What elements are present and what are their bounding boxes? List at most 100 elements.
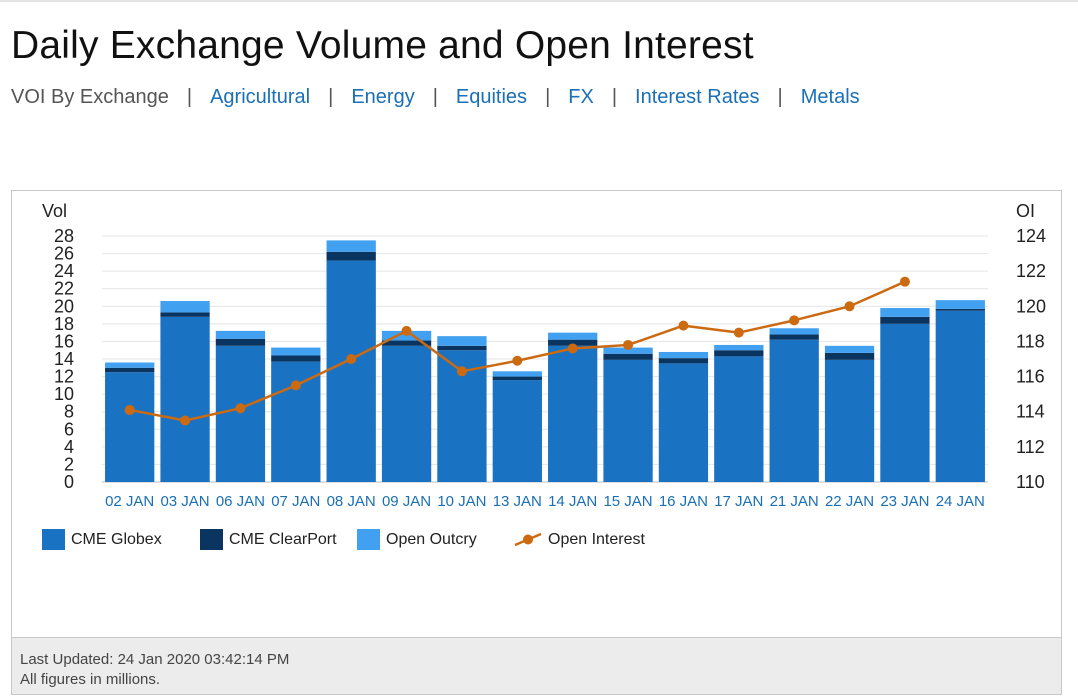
bar-open-outcry <box>548 332 598 340</box>
nav-link-metals[interactable]: Metals <box>800 86 860 108</box>
legend-item-open-interest[interactable]: Open Interest <box>514 529 645 550</box>
nav-separator: | <box>186 86 193 108</box>
bar-cme-clearport <box>714 350 764 357</box>
bar-cme-clearport <box>492 376 542 381</box>
x-tick-label: 14 JAN <box>548 493 597 510</box>
y-right-tick-label: 122 <box>1016 261 1046 281</box>
bar-cme-clearport <box>769 334 819 340</box>
nav-link-fx[interactable]: FX <box>568 86 594 108</box>
x-tick-label: 10 JAN <box>437 493 486 510</box>
bar-cme-clearport <box>935 308 985 311</box>
y-left-tick-label: 16 <box>54 331 74 351</box>
legend-item-cme-globex[interactable]: CME Globex <box>42 529 162 550</box>
legend-swatch-open-interest <box>514 532 542 547</box>
legend-label-cme-clearport: CME ClearPort <box>229 530 337 548</box>
x-tick-label: 09 JAN <box>382 493 431 510</box>
nav-link-interest-rates[interactable]: Interest Rates <box>635 86 760 108</box>
bar-cme-globex <box>215 345 266 482</box>
x-tick-label: 06 JAN <box>216 493 265 510</box>
open-interest-point <box>678 320 689 331</box>
top-rule <box>0 0 1078 2</box>
bar-cme-clearport <box>824 352 875 360</box>
open-interest-point <box>401 325 412 336</box>
open-interest-point <box>456 366 467 377</box>
bar-cme-globex <box>603 359 653 482</box>
y-right-axis-label: OI <box>1016 201 1035 221</box>
y-right-tick-label: 124 <box>1016 226 1046 246</box>
x-tick-label: 17 JAN <box>714 493 763 510</box>
legend-label-open-outcry: Open Outcry <box>386 530 477 548</box>
y-left-tick-label: 10 <box>54 384 74 404</box>
x-tick-label: 02 JAN <box>105 493 154 510</box>
open-interest-point <box>180 415 191 426</box>
x-tick-label: 24 JAN <box>936 493 985 510</box>
y-left-tick-label: 6 <box>64 419 74 439</box>
x-tick-label: 13 JAN <box>493 493 542 510</box>
y-right-tick-label: 114 <box>1016 402 1045 422</box>
bar-cme-clearport <box>271 355 321 362</box>
units-note: All figures in millions. <box>20 671 161 688</box>
bar-cme-clearport <box>381 340 432 346</box>
legend-label-open-interest: Open Interest <box>548 530 645 548</box>
chart-panel: 0 2 4 6 8 10 12 14 16 18 20 22 24 26 28 Vol 110 112 114 116… <box>11 190 1062 695</box>
open-interest-point <box>844 301 855 312</box>
open-interest-point <box>512 355 523 366</box>
nav-link-agricultural[interactable]: Agricultural <box>210 86 311 108</box>
y-right-tick-label: 112 <box>1016 437 1045 457</box>
bar-cme-globex <box>326 260 376 482</box>
x-tick-label: 22 JAN <box>825 493 874 510</box>
legend-item-open-outcry[interactable]: Open Outcry <box>357 529 477 550</box>
nav-link-equities[interactable]: Equities <box>455 86 528 108</box>
bar-cme-clearport <box>160 312 210 317</box>
bar-cme-globex <box>880 323 930 482</box>
x-tick-label: 03 JAN <box>160 493 209 510</box>
bar-cme-clearport <box>437 345 487 351</box>
bar-open-outcry <box>437 336 487 346</box>
y-left-tick-label: 22 <box>54 279 74 299</box>
bar-cme-clearport <box>105 367 155 373</box>
open-interest-point <box>124 404 135 415</box>
bar-cme-globex <box>492 380 542 482</box>
bar-open-outcry <box>215 330 266 339</box>
bar-cme-globex <box>160 316 210 482</box>
y-left-axis-label: Vol <box>42 201 67 221</box>
legend-label-cme-globex: CME Globex <box>71 530 162 548</box>
y-left-tick-label: 4 <box>64 437 74 457</box>
bar-open-outcry <box>824 345 875 353</box>
y-left-tick-label: 24 <box>54 261 74 281</box>
nav-separator: | <box>432 86 438 108</box>
legend-swatch-cme-clearport <box>200 529 223 550</box>
y-left-tick-label: 12 <box>54 367 74 387</box>
open-interest-point <box>290 380 301 391</box>
open-interest-point <box>789 315 800 326</box>
nav-separator: | <box>545 86 551 108</box>
y-left-tick-label: 20 <box>54 296 74 316</box>
bar-open-outcry <box>769 328 819 335</box>
x-tick-label: 21 JAN <box>770 493 819 510</box>
y-left-tick-label: 2 <box>64 454 74 474</box>
y-left-tick-label: 0 <box>64 472 74 492</box>
open-interest-point <box>567 343 578 354</box>
open-interest-point <box>733 327 744 338</box>
legend-swatch-open-outcry <box>357 529 380 550</box>
y-right-tick-label: 116 <box>1016 367 1045 387</box>
x-tick-label: 23 JAN <box>880 493 929 510</box>
bar-open-outcry <box>271 347 321 356</box>
bar-open-outcry <box>603 347 653 354</box>
bar-cme-globex <box>935 310 985 482</box>
legend-item-cme-clearport[interactable]: CME ClearPort <box>200 529 337 550</box>
y-left-tick-label: 14 <box>54 349 74 369</box>
bar-cme-clearport <box>658 358 709 364</box>
open-interest-point <box>235 403 246 414</box>
bar-cme-globex <box>271 361 321 482</box>
open-interest-point <box>899 276 910 287</box>
nav-link-energy[interactable]: Energy <box>351 86 415 108</box>
bar-cme-clearport <box>880 316 930 324</box>
bar-open-outcry <box>326 240 376 252</box>
bar-open-outcry <box>160 301 210 313</box>
y-right-tick-label: 118 <box>1016 331 1045 351</box>
bar-cme-globex <box>714 356 764 482</box>
bar-cme-globex <box>824 359 875 482</box>
x-tick-label: 16 JAN <box>659 493 708 510</box>
voi-chart: 0246810121416182022242628Vol110112114116… <box>42 201 1046 510</box>
